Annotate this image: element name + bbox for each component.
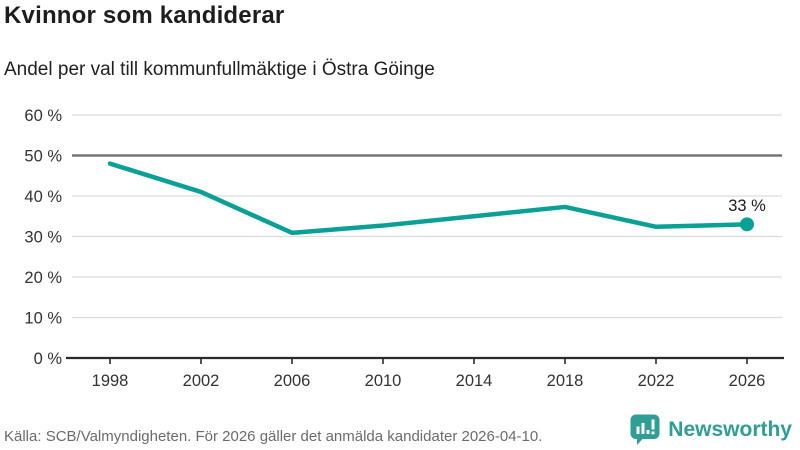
newsworthy-logo-text: Newsworthy bbox=[668, 417, 792, 441]
y-tick-label: 30 % bbox=[24, 229, 62, 247]
end-point-dot bbox=[740, 217, 754, 232]
y-tick-label: 20 % bbox=[24, 269, 62, 287]
newsworthy-logo[interactable]: Newsworthy bbox=[629, 413, 792, 446]
source-note: Källa: SCB/Valmyndigheten. För 2026 gäll… bbox=[4, 428, 543, 445]
x-tick-label: 2022 bbox=[638, 372, 675, 390]
x-tick-label: 2026 bbox=[729, 372, 766, 390]
newsworthy-logo-icon bbox=[630, 414, 660, 445]
chart-subtitle: Andel per val till kommunfullmäktige i Ö… bbox=[4, 59, 435, 80]
chart-title: Kvinnor som kandiderar bbox=[4, 2, 285, 29]
x-tick-label: 2010 bbox=[365, 372, 402, 390]
x-tick-label: 2002 bbox=[183, 372, 220, 390]
x-tick-label: 2018 bbox=[547, 372, 584, 390]
data-line bbox=[107, 161, 750, 236]
y-tick-label: 60 % bbox=[24, 107, 62, 125]
x-tick-label: 2006 bbox=[274, 372, 311, 390]
y-tick-label: 40 % bbox=[24, 188, 62, 206]
x-tick-label: 1998 bbox=[92, 372, 129, 390]
y-tick-label: 50 % bbox=[24, 148, 62, 166]
end-point-label: 33 % bbox=[728, 197, 766, 215]
x-tick-label: 2014 bbox=[456, 372, 493, 390]
y-tick-label: 0 % bbox=[34, 350, 63, 368]
y-tick-label: 10 % bbox=[24, 310, 62, 328]
